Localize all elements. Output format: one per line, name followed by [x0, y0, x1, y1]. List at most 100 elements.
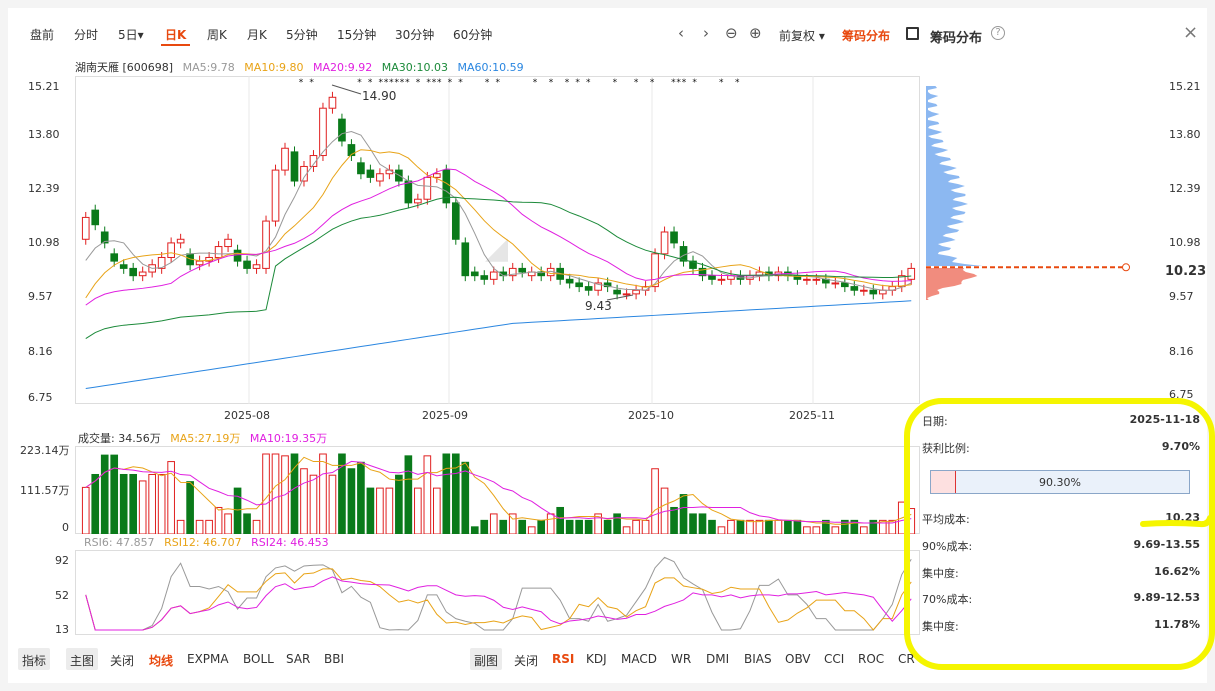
macd-button[interactable]: MACD — [621, 652, 657, 666]
volume-legend: 成交量: 34.56万 MA5:27.19万 MA10:19.35万 — [78, 430, 327, 446]
prev-icon[interactable]: ‹ — [678, 24, 684, 42]
volume-bar — [157, 473, 166, 534]
candle-body — [300, 165, 308, 182]
rsi24-value: RSI24: 46.453 — [251, 536, 329, 549]
price-chart[interactable]: ◢* * * * * * * * * * * * * * * * * * * * * * * * * * * * * * * * — [75, 76, 920, 404]
next-icon[interactable]: › — [703, 24, 709, 42]
volume-chart[interactable] — [75, 446, 920, 534]
volume-bar — [309, 474, 318, 534]
volume-bar — [205, 519, 213, 534]
expma-button[interactable]: EXPMA — [187, 652, 229, 666]
event-marker: * — [400, 78, 405, 88]
ma-legend: 湖南天雁 [600698] MA5:9.78 MA10:9.80 MA20:9.… — [75, 59, 530, 75]
cci-button[interactable]: CCI — [824, 652, 845, 666]
volume-bar — [632, 519, 640, 534]
event-marker: * — [549, 78, 554, 88]
wr-button[interactable]: WR — [671, 652, 692, 666]
candle-body — [461, 242, 470, 277]
volume-bar — [651, 468, 659, 534]
tab-15min[interactable]: 15分钟 — [337, 28, 377, 42]
volume-ma10-line — [85, 460, 912, 524]
event-marker: * — [533, 78, 538, 88]
dmi-button[interactable]: DMI — [706, 652, 730, 666]
volume-bar — [546, 513, 555, 534]
volume-bar — [91, 473, 100, 534]
boll-button[interactable]: BOLL — [243, 652, 274, 666]
candle-body — [328, 96, 337, 109]
chip-90-cost-label: 90%成本: — [922, 540, 973, 553]
help-icon[interactable]: ? — [991, 26, 1005, 40]
candle-body — [660, 231, 669, 255]
volume-bar — [508, 513, 517, 534]
bias-button[interactable]: BIAS — [744, 652, 772, 666]
tab-weekly-k[interactable]: 周K — [207, 28, 227, 42]
indicator-button[interactable]: 指标 — [18, 648, 51, 670]
chip-70-cost-label: 70%成本: — [922, 593, 973, 606]
obv-button[interactable]: OBV — [785, 652, 811, 666]
event-marker: * — [389, 78, 394, 88]
candle-body — [480, 275, 489, 280]
rsi-chart[interactable] — [75, 550, 920, 635]
volume-bar — [822, 519, 830, 534]
kdj-button[interactable]: KDJ — [586, 652, 607, 666]
candle-body — [803, 278, 811, 281]
tab-premarket[interactable]: 盘前 — [30, 28, 55, 42]
candle-body — [214, 246, 223, 258]
event-marker: * — [682, 78, 687, 88]
tab-intraday[interactable]: 分时 — [74, 28, 99, 42]
tab-60min[interactable]: 60分钟 — [453, 28, 493, 42]
adjust-dropdown[interactable]: 前复权 ▾ — [779, 29, 825, 43]
candle-body — [129, 267, 138, 277]
sub-chart-button[interactable]: 副图 — [470, 648, 503, 670]
volume-bar — [385, 487, 394, 534]
candle-body — [100, 231, 109, 244]
main-chart-button[interactable]: 主图 — [66, 648, 99, 670]
ma-button[interactable]: 均线 — [149, 654, 174, 668]
tab-30min[interactable]: 30分钟 — [395, 28, 435, 42]
tab-5min[interactable]: 5分钟 — [286, 28, 318, 42]
cr-button[interactable]: CR — [898, 652, 915, 666]
sub-close-button[interactable]: 关闭 — [514, 654, 539, 668]
candle-body — [717, 278, 726, 281]
zoom-in-icon[interactable]: ⊕ — [749, 24, 762, 42]
chip-70-conc-row: 集中度: 11.78% — [922, 618, 1200, 634]
roc-button[interactable]: ROC — [858, 652, 885, 666]
chip-dist-title: 筹码分布 — [930, 31, 983, 46]
volume-bar — [689, 513, 697, 534]
price-tick: 12.39 — [28, 182, 60, 195]
rsi6-line — [85, 556, 912, 631]
event-marker: * — [575, 78, 580, 88]
chip-date-row: 日期: 2025-11-18 — [922, 413, 1200, 429]
volume-tick: 223.14万 — [20, 444, 70, 457]
candle-body — [167, 242, 175, 258]
candle-body — [603, 282, 612, 288]
volume-bar — [708, 519, 716, 534]
rsi-button[interactable]: RSI — [552, 652, 575, 666]
ma30-line — [85, 196, 912, 340]
zoom-out-icon[interactable]: ⊖ — [725, 24, 738, 42]
close-icon[interactable]: × — [1183, 22, 1199, 43]
chip-dist-toggle[interactable]: 筹码分布 — [842, 29, 891, 43]
profit-ratio-bar: 90.30% — [930, 470, 1190, 494]
volume-bar — [878, 519, 887, 534]
candle-body — [442, 169, 451, 204]
chip-90-cost-value: 9.69-13.55 — [1133, 538, 1201, 551]
chip-90-cost-row: 90%成本: 9.69-13.55 — [922, 538, 1200, 554]
event-marker: * — [379, 78, 384, 88]
sar-button[interactable]: SAR — [286, 652, 311, 666]
chip-distribution-chart[interactable] — [926, 76, 1166, 404]
candle-body — [537, 271, 546, 277]
tab-monthly-k[interactable]: 月K — [247, 28, 267, 42]
chip-70-cost-value: 9.89-12.53 — [1133, 591, 1201, 604]
bbi-button[interactable]: BBI — [324, 652, 345, 666]
tab-daily-k[interactable]: 日K — [160, 28, 191, 46]
event-marker: * — [448, 78, 453, 88]
volume-bar — [138, 480, 147, 534]
main-close-button[interactable]: 关闭 — [110, 654, 135, 668]
fullscreen-icon[interactable] — [906, 27, 919, 40]
volume-bar — [442, 453, 451, 534]
event-marker: * — [676, 78, 681, 88]
volume-bar — [679, 494, 688, 534]
tab-5day[interactable]: 5日▾ — [118, 28, 144, 42]
ma10-value: MA10:9.80 — [244, 61, 304, 74]
